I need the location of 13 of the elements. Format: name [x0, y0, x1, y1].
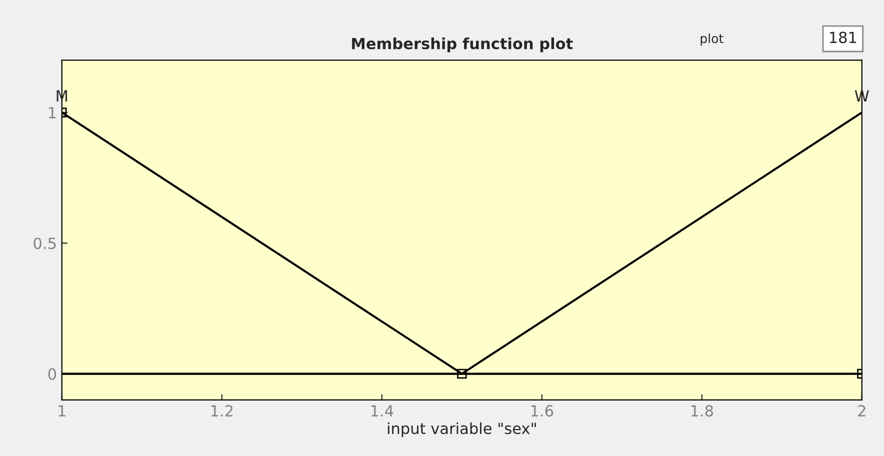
x-tick-label: 1.6 — [531, 405, 554, 417]
y-tick-label: 0 — [48, 368, 56, 380]
x-tick-label: 1.8 — [691, 405, 713, 417]
text: plot — [700, 34, 724, 46]
x-tick-label: 1 — [58, 405, 66, 416]
x-tick-label: 1.4 — [371, 405, 394, 416]
y-tick-label: 1 — [48, 107, 56, 118]
x-tick-label: 2 — [858, 405, 866, 416]
y-tick-label: 0.5 — [34, 238, 56, 250]
text: 181 — [830, 32, 856, 44]
x-axis-title: input variable "sex" — [388, 422, 536, 438]
chart-title: Membership function plot — [352, 37, 573, 52]
x-tick-label: 1.2 — [211, 405, 233, 416]
